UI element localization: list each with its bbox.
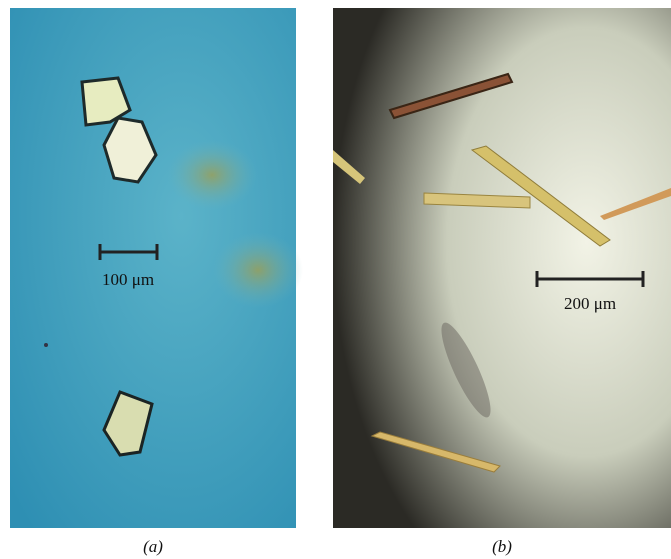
scale-label: 200 μm bbox=[564, 294, 616, 313]
blur bbox=[167, 140, 257, 210]
scale-label: 100 μm bbox=[102, 270, 154, 289]
figure: 100 μm (a) 200 μm (b) bbox=[0, 0, 671, 559]
panel-label: (a) bbox=[143, 537, 163, 556]
panel-b: 200 μm (b) bbox=[333, 8, 671, 556]
blur bbox=[213, 232, 303, 308]
panel-label: (b) bbox=[492, 537, 512, 556]
panel-a: 100 μm (a) bbox=[10, 8, 303, 556]
speck bbox=[44, 343, 48, 347]
